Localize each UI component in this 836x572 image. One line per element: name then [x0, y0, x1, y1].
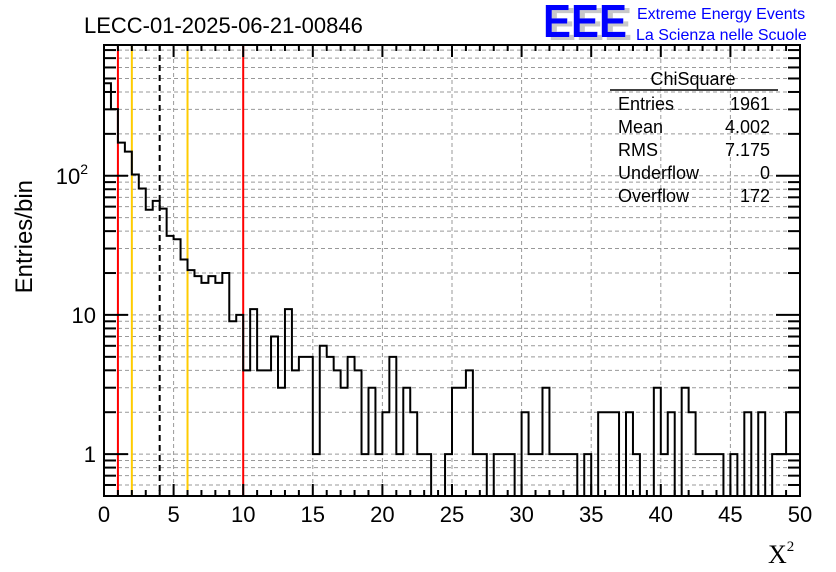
stats-label: Entries	[618, 94, 674, 114]
x-tick-labels: 0 5 10 15 20 25 30 35 40 45 50	[98, 502, 812, 527]
stats-value: 172	[740, 186, 770, 206]
x-tick-label: 30	[509, 502, 533, 527]
stats-label: RMS	[618, 140, 658, 160]
y-tick-label: 1	[84, 442, 96, 467]
y-tick-label-exponent: 2	[80, 161, 88, 177]
stats-value: 0	[760, 163, 770, 183]
x-tick-label: 45	[718, 502, 742, 527]
x-tick-label: 25	[440, 502, 464, 527]
x-tick-label: 15	[301, 502, 325, 527]
logo-line1: Extreme Energy Events	[637, 6, 805, 23]
x-tick-label: 35	[579, 502, 603, 527]
reference-lines	[116, 45, 245, 496]
x-tick-label: 20	[370, 502, 394, 527]
stats-title: ChiSquare	[650, 69, 735, 89]
stats-label: Underflow	[618, 163, 700, 183]
x-tick-label: 10	[231, 502, 255, 527]
eee-logo: EEE Extreme Energy Events La Scienza nel…	[543, 0, 807, 47]
chart-title: LECC-01-2025-06-21-00846	[84, 13, 363, 38]
logo-mark: EEE	[543, 0, 627, 47]
plot-frame	[103, 44, 801, 497]
stats-value: 1961	[730, 94, 770, 114]
stats-box: ChiSquare Entries 1961 Mean 4.002 RMS 7.175 Un…	[610, 69, 778, 206]
x-tick-label: 50	[788, 502, 812, 527]
x-axis-label: X2	[768, 539, 794, 569]
y-axis-label: Entries/bin	[11, 180, 38, 293]
x-tick-label: 0	[98, 502, 110, 527]
y-tick-label: 10	[72, 303, 96, 328]
grid	[104, 45, 800, 497]
x-tick-label: 5	[167, 502, 179, 527]
y-tick-labels: 1 10 102	[56, 161, 96, 467]
stats-value: 4.002	[725, 117, 770, 137]
y-tick-label: 102	[56, 161, 88, 189]
x-tick-label: 40	[649, 502, 673, 527]
stats-label: Overflow	[618, 186, 690, 206]
logo-line2: La Scienza nelle Scuole	[636, 27, 807, 44]
stats-label: Mean	[618, 117, 663, 137]
stats-value: 7.175	[725, 140, 770, 160]
